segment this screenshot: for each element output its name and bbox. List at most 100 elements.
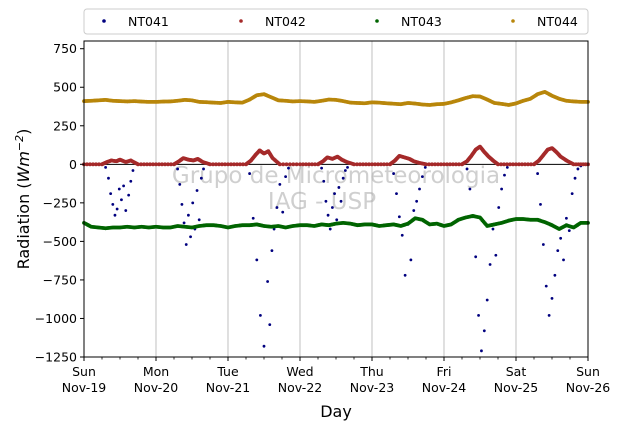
- point-nt042-270: [442, 162, 446, 167]
- legend-entry-nt041: NT041: [102, 14, 169, 29]
- point-nt041-51: [343, 169, 347, 172]
- point-nt041-66: [468, 187, 472, 191]
- point-nt041-74: [491, 227, 495, 231]
- point-nt042-58: [166, 162, 170, 167]
- point-nt041-27: [251, 216, 255, 220]
- x-tick-label-date-7: Nov-26: [566, 380, 611, 395]
- point-nt041-89: [562, 258, 565, 262]
- legend-label-nt042: NT042: [265, 14, 306, 29]
- plot-area: Grupo de Micrometeorologia IAG - USP: [82, 40, 590, 358]
- x-tick-label-date-2: Nov-21: [206, 380, 250, 395]
- point-nt041-48: [337, 186, 341, 189]
- x-tick-label-day-0: Sun: [72, 364, 96, 379]
- y-tick-label-3: −500: [43, 234, 77, 249]
- point-nt042-327: [505, 162, 509, 167]
- point-nt041-59: [409, 258, 413, 262]
- point-nt041-54: [395, 192, 398, 196]
- y-axis: −1250 −1000 −750 −500 −250 0 250 500 750: [35, 41, 84, 365]
- point-nt041-77: [500, 187, 503, 191]
- point-nt041-73: [488, 263, 492, 266]
- point-nt041-5: [115, 207, 119, 211]
- point-nt041-25: [202, 167, 205, 171]
- point-nt041-1: [107, 176, 110, 180]
- point-nt042-112: [238, 162, 242, 167]
- x-tick-label-day-1: Mon: [143, 364, 169, 379]
- point-nt041-18: [187, 213, 190, 217]
- plot-background: [84, 41, 588, 357]
- point-nt042-271: [445, 162, 449, 167]
- point-nt041-30: [262, 344, 266, 348]
- legend-label-nt043: NT043: [401, 14, 442, 29]
- point-nt041-52: [346, 166, 349, 169]
- point-nt041-79: [505, 166, 509, 169]
- point-nt041-41: [322, 179, 326, 183]
- y-tick-label-2: −750: [43, 272, 77, 287]
- series-nt044: [82, 89, 590, 107]
- legend-marker-nt044: [511, 19, 515, 23]
- point-nt041-44: [328, 227, 332, 231]
- point-nt042-102: [208, 162, 212, 167]
- series-nt043: [82, 214, 590, 231]
- series-nt042: [82, 144, 590, 167]
- point-nt042-56: [160, 162, 164, 167]
- legend-label-nt041: NT041: [128, 14, 169, 29]
- point-nt041-90: [565, 216, 568, 220]
- x-axis-title: Day: [320, 402, 352, 421]
- point-nt041-43: [326, 213, 330, 217]
- point-nt041-46: [333, 192, 336, 196]
- watermark-line-1: Grupo de Micrometeorologia: [172, 163, 500, 189]
- legend-marker-nt042: [239, 19, 243, 23]
- point-nt042-325: [499, 162, 503, 167]
- x-tick-label-date-4: Nov-23: [350, 380, 394, 395]
- point-nt042-334: [526, 162, 530, 167]
- y-tick-label-7: 500: [53, 80, 77, 95]
- series-layer: [82, 89, 590, 353]
- point-nt041-8: [122, 184, 125, 188]
- point-nt042-55: [157, 162, 161, 167]
- y-tick-label-5: 0: [69, 157, 77, 172]
- point-nt041-72: [485, 298, 489, 302]
- point-nt041-75: [494, 253, 498, 257]
- point-nt042-3: [91, 162, 95, 167]
- point-nt041-92: [570, 192, 574, 196]
- point-nt041-45: [331, 206, 334, 209]
- x-tick-label-date-0: Nov-19: [62, 380, 107, 395]
- point-nt042-214: [364, 162, 368, 167]
- y-tick-label-8: 750: [53, 41, 77, 56]
- point-nt041-64: [423, 166, 427, 169]
- point-nt042-165: [307, 162, 311, 167]
- x-tick-label-date-1: Nov-20: [134, 380, 179, 395]
- point-nt041-32: [268, 323, 272, 327]
- point-nt042-332: [520, 162, 524, 167]
- series-nt041: [104, 164, 583, 353]
- point-nt042-324: [496, 162, 500, 167]
- point-nt042-57: [163, 162, 167, 167]
- point-nt041-84: [547, 313, 551, 317]
- point-nt042-273: [451, 162, 455, 167]
- point-nt042-163: [301, 162, 305, 167]
- point-nt041-86: [553, 273, 557, 277]
- point-nt041-31: [266, 280, 269, 283]
- x-tick-label-date-6: Nov-25: [494, 380, 538, 395]
- legend-entry-nt042: NT042: [239, 14, 306, 29]
- point-nt042-274: [454, 162, 458, 167]
- x-tick-label-day-7: Sun: [576, 364, 600, 379]
- point-nt042-269: [439, 162, 443, 167]
- point-nt041-42: [324, 199, 328, 203]
- point-nt041-14: [178, 182, 182, 186]
- point-nt042-111: [235, 162, 239, 167]
- gridlines: [155, 41, 517, 357]
- point-nt042-157: [281, 162, 286, 167]
- point-nt041-39: [287, 166, 290, 170]
- point-nt042-108: [226, 162, 230, 167]
- point-nt041-26: [248, 172, 252, 175]
- x-tick-label-date-5: Nov-24: [422, 380, 467, 395]
- point-nt042-331: [517, 162, 521, 167]
- point-nt041-15: [180, 203, 184, 206]
- point-nt042-158: [284, 162, 289, 167]
- point-nt041-70: [480, 349, 483, 353]
- point-nt042-211: [355, 162, 359, 167]
- point-nt041-62: [418, 187, 421, 191]
- legend-label-nt044: NT044: [537, 14, 578, 29]
